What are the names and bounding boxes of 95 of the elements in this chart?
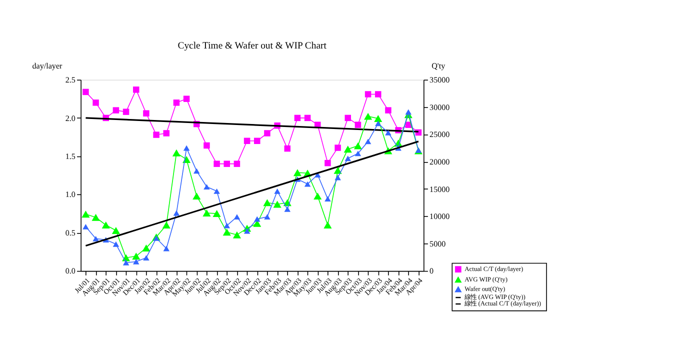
y2-tick-label: 15000 <box>430 184 450 194</box>
y-axis-title: day/layer <box>32 61 63 70</box>
point <box>143 255 150 260</box>
point <box>314 192 322 200</box>
point <box>264 214 270 220</box>
y2-tick-label: 25000 <box>430 130 450 140</box>
point <box>385 130 392 136</box>
point <box>202 210 211 216</box>
y-tick-label: 1.5 <box>65 152 76 162</box>
point <box>364 91 372 98</box>
point <box>112 241 120 247</box>
point <box>224 160 230 167</box>
y-tick-label: 0.5 <box>65 228 76 238</box>
y-tick-label: 2.5 <box>65 76 76 85</box>
point <box>192 192 201 200</box>
point <box>334 174 341 180</box>
point <box>324 196 331 202</box>
point <box>375 91 382 98</box>
point <box>173 100 180 106</box>
point <box>364 112 372 120</box>
point <box>385 107 392 114</box>
point <box>112 226 120 234</box>
point <box>92 100 99 106</box>
point <box>133 258 140 264</box>
point <box>274 188 280 194</box>
point <box>244 228 250 234</box>
point <box>82 210 90 218</box>
point <box>344 146 352 153</box>
point <box>294 114 301 122</box>
y2-tick-label: 35000 <box>430 76 450 85</box>
point <box>224 222 230 228</box>
point <box>162 222 170 229</box>
point <box>112 107 120 114</box>
point <box>183 96 190 102</box>
point <box>244 138 250 144</box>
y2-tick-label: 30000 <box>430 102 450 112</box>
point <box>92 214 100 221</box>
y-tick-label: 2.0 <box>65 114 76 123</box>
chart-title: Cycle Time & Wafer out & WIP Chart <box>178 40 327 52</box>
point <box>143 110 150 116</box>
point <box>234 214 240 220</box>
y-tick-label: 0.0 <box>65 266 76 276</box>
point <box>82 224 89 230</box>
point <box>92 236 99 242</box>
point <box>132 252 140 260</box>
point <box>304 114 311 122</box>
y2-axis-title: Q'ty <box>432 61 446 70</box>
point <box>173 210 180 216</box>
point <box>324 160 331 166</box>
point <box>254 216 260 222</box>
point <box>375 120 382 126</box>
point <box>142 244 150 252</box>
y2-tick-label: 0 <box>430 266 434 276</box>
point <box>204 184 210 190</box>
point <box>133 86 140 93</box>
point <box>263 199 272 206</box>
point <box>234 160 240 167</box>
point <box>232 231 241 238</box>
point <box>222 228 231 236</box>
point <box>304 181 311 187</box>
point <box>324 222 332 229</box>
point <box>374 115 382 122</box>
point <box>82 88 89 96</box>
point <box>122 108 130 115</box>
point <box>364 138 372 144</box>
point <box>153 132 160 138</box>
point <box>334 166 342 174</box>
point <box>172 149 180 156</box>
point <box>102 222 110 229</box>
y-tick-label: 1.0 <box>65 190 76 200</box>
point <box>254 138 260 144</box>
point <box>354 122 362 128</box>
point <box>214 160 220 167</box>
point <box>354 142 362 150</box>
point <box>122 260 130 266</box>
point <box>284 206 291 212</box>
point <box>204 142 210 149</box>
y2-tick-label: 10000 <box>430 212 450 222</box>
point <box>344 114 352 122</box>
point <box>183 145 190 151</box>
point <box>293 169 302 176</box>
point <box>405 109 412 115</box>
point <box>264 130 270 136</box>
point <box>284 145 291 152</box>
point <box>354 150 362 156</box>
y2-tick-label: 5000 <box>430 239 446 248</box>
point <box>212 210 221 218</box>
point <box>163 246 170 252</box>
point <box>344 156 352 162</box>
point <box>214 188 220 194</box>
point <box>334 144 341 151</box>
y2-tick-label: 20000 <box>430 157 450 166</box>
point <box>194 168 200 174</box>
point <box>163 130 170 136</box>
point <box>273 200 282 208</box>
